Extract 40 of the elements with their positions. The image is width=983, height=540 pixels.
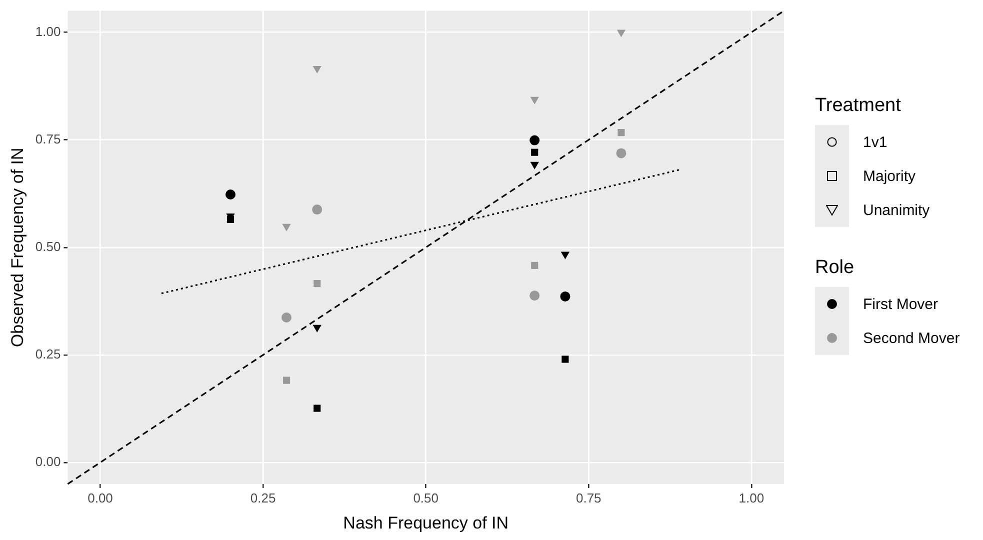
x-axis-title: Nash Frequency of IN (343, 513, 509, 532)
y-tick-label: 0.75 (35, 131, 61, 146)
x-tick-label: 1.00 (738, 490, 764, 506)
point (616, 148, 626, 158)
x-tick-label: 0.00 (88, 490, 113, 506)
point (314, 404, 321, 412)
point (618, 129, 625, 136)
y-tick-label: 0.25 (35, 346, 61, 362)
legend-label: Unanimity (863, 202, 930, 218)
point (282, 224, 291, 232)
y-axis-title: Observed Frequency of IN (8, 148, 27, 348)
text: Treatment (815, 95, 901, 116)
point (531, 262, 538, 270)
x-tick-label: 0.25 (250, 490, 276, 506)
point (312, 324, 322, 332)
y-tick-label: 1.00 (35, 24, 61, 39)
point (312, 66, 322, 74)
point (282, 312, 292, 323)
y-tick-label: 0.50 (35, 238, 61, 254)
point (531, 148, 538, 156)
x-tick-label: 0.50 (413, 490, 439, 506)
point (530, 290, 540, 301)
legend-label: Majority (863, 168, 916, 184)
point (530, 96, 539, 104)
point (616, 30, 626, 38)
x-tick-label: 0.75 (576, 490, 602, 506)
point (314, 280, 321, 288)
point (560, 252, 570, 260)
legend-label: Second Mover (863, 330, 960, 346)
point (282, 376, 290, 384)
point (530, 135, 540, 146)
point (312, 204, 322, 215)
legend-label: 1v1 (863, 134, 888, 150)
text: Role (815, 257, 854, 278)
point (562, 356, 569, 363)
point (530, 162, 539, 170)
legend-label: First Mover (863, 296, 938, 312)
point (560, 291, 570, 302)
point (225, 189, 236, 200)
y-tick-label: 0.00 (35, 454, 61, 470)
